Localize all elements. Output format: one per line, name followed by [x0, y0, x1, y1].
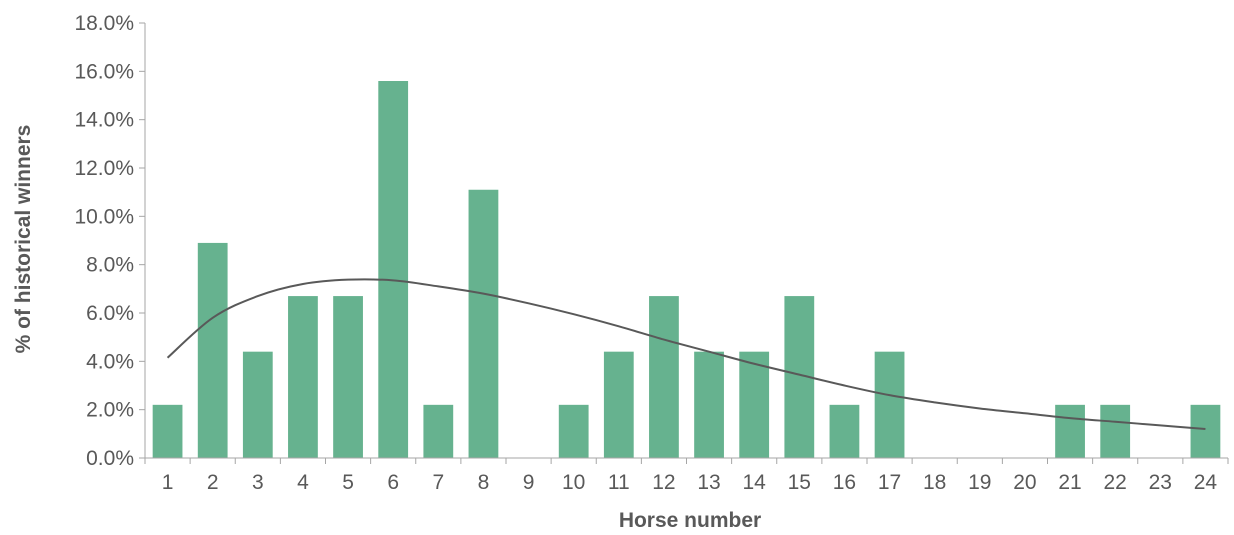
bar-8	[468, 189, 499, 458]
x-tick-label: 2	[207, 471, 219, 494]
trendline-group	[166, 278, 1206, 430]
bar-24	[1190, 404, 1221, 458]
bar-12	[649, 296, 679, 458]
x-tick-label: 14	[743, 471, 767, 494]
x-tick-label: 15	[788, 471, 811, 494]
x-tick-label: 6	[387, 471, 399, 494]
x-tick-label: 19	[968, 471, 991, 494]
x-tick-label: 20	[1013, 471, 1036, 494]
bar-3	[242, 351, 273, 458]
y-tick-label: 2.0%	[86, 399, 134, 422]
bar-1	[152, 404, 183, 458]
x-tick-label: 12	[652, 471, 675, 494]
bar-4	[288, 296, 318, 458]
x-tick-label: 1	[162, 471, 174, 494]
bar-17	[874, 351, 905, 458]
axes	[139, 22, 1229, 464]
x-tick-label: 24	[1194, 471, 1218, 494]
bar-5	[333, 296, 363, 458]
x-tick-label: 16	[833, 471, 856, 494]
bar-21	[1055, 404, 1085, 458]
bar-13	[694, 351, 724, 458]
y-tick-label: 10.0%	[74, 205, 134, 228]
x-tick-label: 8	[478, 471, 490, 494]
bar-2	[197, 242, 228, 458]
x-tick-label: 4	[297, 471, 309, 494]
x-axis-title: Horse number	[619, 509, 761, 532]
bar-6	[378, 81, 409, 458]
bar-10	[558, 404, 589, 458]
x-tick-label: 3	[252, 471, 264, 494]
y-tick-label: 6.0%	[86, 302, 134, 325]
y-tick-label: 14.0%	[74, 109, 134, 132]
x-tick-label: 23	[1149, 471, 1172, 494]
x-tick-label: 18	[923, 471, 946, 494]
y-tick-label: 0.0%	[86, 447, 134, 470]
y-tick-label: 16.0%	[74, 60, 134, 83]
bar-11	[603, 351, 634, 458]
x-tick-label: 7	[432, 471, 444, 494]
x-tick-label: 5	[342, 471, 354, 494]
y-tick-label: 4.0%	[86, 350, 134, 373]
x-tick-label: 22	[1104, 471, 1127, 494]
x-tick-label: 17	[878, 471, 901, 494]
x-tick-label: 13	[697, 471, 720, 494]
bar-16	[829, 404, 860, 458]
x-tick-label: 9	[523, 471, 535, 494]
y-tick-label: 18.0%	[74, 12, 134, 35]
bar-7	[423, 404, 454, 458]
bar-14	[739, 351, 770, 458]
x-tick-label: 21	[1058, 471, 1081, 494]
bar-22	[1100, 404, 1131, 458]
y-axis-title: % of historical winners	[12, 125, 35, 354]
trendline	[166, 278, 1206, 430]
x-tick-label: 11	[608, 471, 630, 494]
y-axis-tick-labels: 0.0% 2.0% 4.0% 6.0% 8.0% 10.0% 12.0% 14.0% 16.0%…	[74, 12, 134, 470]
bars	[152, 81, 1221, 458]
x-tick-label: 10	[562, 471, 585, 494]
x-axis-tick-labels: 1 2 3 4 5 6 7 8 9 10 11 12 13 14 15 16 17 18 19 20 21 22 23 24	[162, 471, 1218, 494]
y-tick-label: 8.0%	[86, 254, 134, 277]
y-tick-label: 12.0%	[74, 157, 134, 180]
